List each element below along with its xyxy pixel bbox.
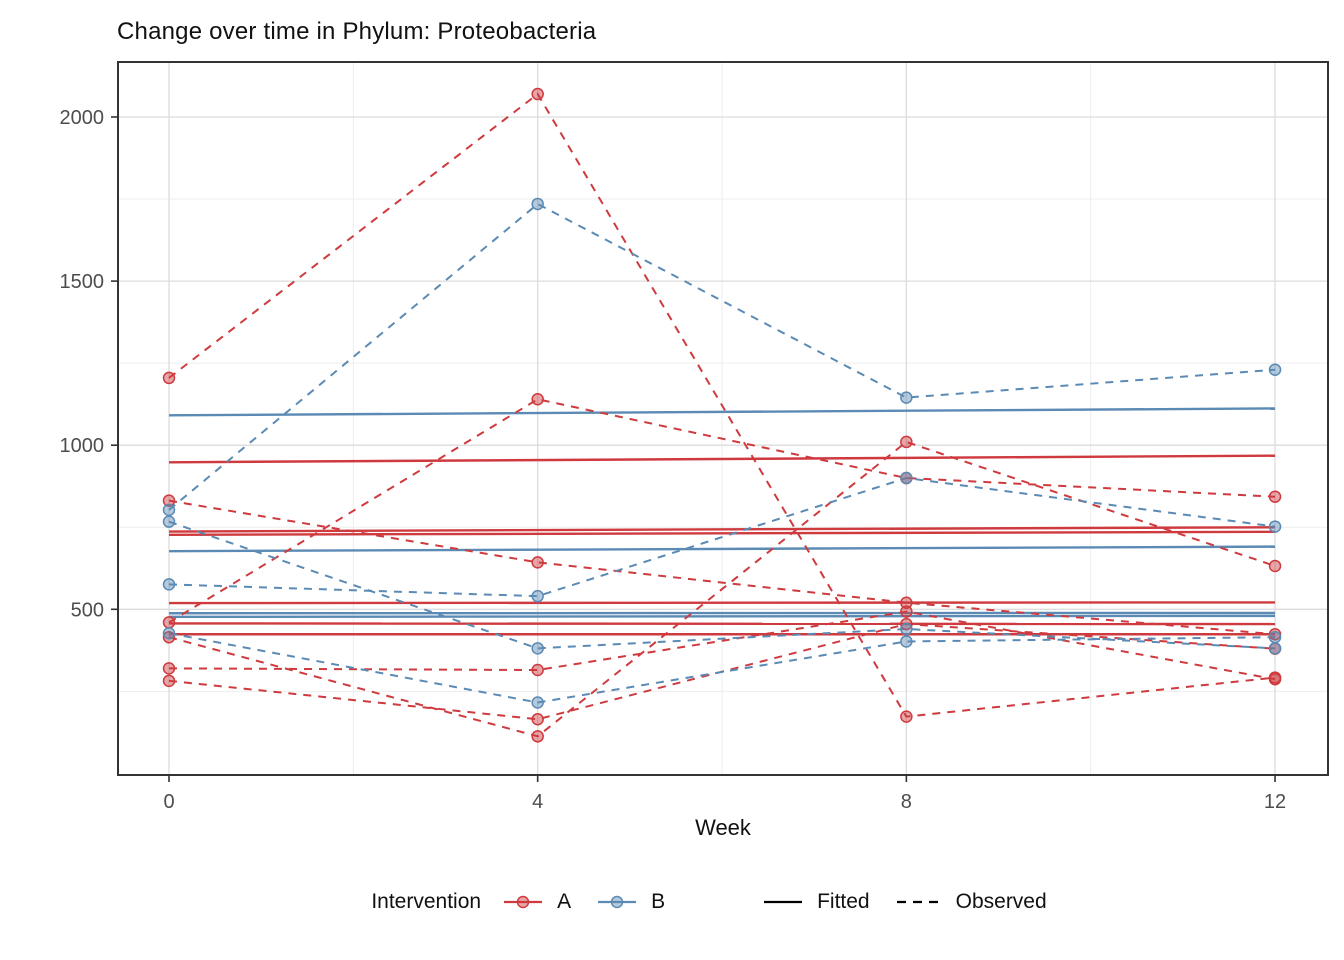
observed-point-B [162,503,176,517]
observed-point-B [531,197,544,211]
observed-point-A [162,630,176,644]
legend-label-fitted: Fitted [817,890,870,913]
fitted-line-A [168,454,1276,464]
group-a-key-icon [504,895,543,909]
y-tick-label: 1500 [60,271,105,293]
line-chart: 500 1000 1500 2000 0 4 8 12 Week [60,61,1329,840]
chart-title: Change over time in Phylum: Proteobacter… [117,18,597,45]
legend: Intervention A B Fitted [100,890,1344,914]
observed-point-A [900,605,913,618]
observed-point-A [531,556,544,569]
observed-point-B [900,391,913,404]
legend-item-group-b: B [597,890,665,914]
observed-line-B [168,520,1276,650]
observed-point-A [1268,559,1282,573]
observed-line-B [168,632,1276,704]
observed-key-icon [896,900,941,904]
legend-label-b: B [651,890,666,913]
fitted-line-A [168,530,1276,536]
observed-line-A [168,398,1276,624]
observed-line-A [168,499,1276,636]
observed-line-A [168,440,1276,738]
observed-point-A [1268,490,1282,503]
observed-point-A [1268,672,1282,686]
observed-point-B [1268,642,1282,655]
observed-line-A [168,92,1276,718]
observed-point-B [531,696,544,709]
observed-point-A [531,87,544,101]
observed-line-B [168,202,1276,511]
observed-point-A [900,596,913,609]
observed-point-B [531,642,544,655]
panel-border [117,61,1329,776]
legend-label-observed: Observed [955,890,1047,913]
observed-point-B [1268,520,1282,533]
x-tick-label: 0 [163,791,174,813]
observed-point-A [900,435,913,449]
fitted-line-B [168,614,1276,619]
observed-line-A [168,610,1276,681]
fitted-line-B [168,545,1276,553]
fitted-line-A [168,601,1276,605]
observed-point-A [531,663,544,677]
x-tick-label: 4 [532,791,543,813]
observed-point-A [531,393,544,406]
observed-line-B [168,476,1276,598]
observed-point-A [162,494,176,507]
x-tick-label: 12 [1264,791,1286,813]
observed-point-A [162,371,176,385]
observed-point-A [162,616,176,629]
observed-point-B [162,627,176,640]
y-tick-label: 2000 [60,107,105,129]
observed-point-B [162,578,176,591]
panel-background [118,62,1328,775]
legend-label-a: A [557,890,572,913]
observed-point-A [531,712,544,726]
observed-point-B [900,622,913,636]
observed-point-A [162,662,176,675]
y-tick-label: 1000 [60,435,105,457]
legend-item-observed: Observed [896,890,1047,914]
observed-point-B [1268,363,1282,376]
observed-point-B [162,515,176,528]
observed-point-B [1268,630,1282,644]
observed-point-B [531,589,544,603]
observed-point-B [900,635,913,648]
x-tick-label: 8 [901,791,912,813]
y-tick-label: 500 [71,599,104,621]
x-axis-title: Week [695,815,752,840]
legend-title: Intervention [371,890,482,913]
group-b-key-icon [598,895,637,909]
fitted-line-B [168,407,1276,417]
observed-point-A [900,710,913,723]
fitted-line-A [168,622,1276,626]
fitted-key-icon [764,900,803,904]
observed-point-A [162,674,176,688]
legend-item-group-a: A [503,890,571,914]
observed-point-B [900,471,913,485]
legend-item-fitted: Fitted [763,890,870,914]
observed-point-A [531,730,544,743]
